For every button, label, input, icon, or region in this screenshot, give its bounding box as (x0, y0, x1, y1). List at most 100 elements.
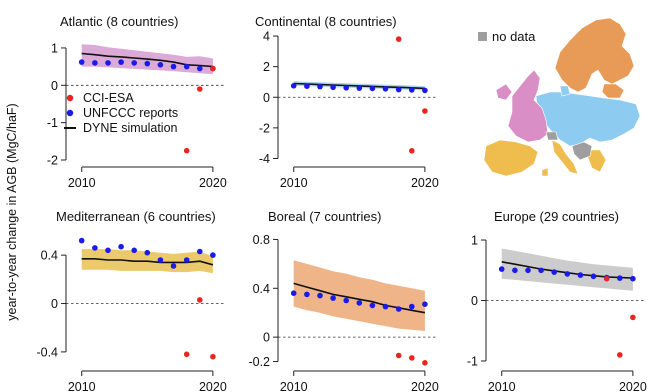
cci-esa-point (630, 314, 636, 321)
x-tick-label: 2010 (68, 176, 96, 190)
unfccc-point (144, 249, 151, 256)
y-tick-label: -1 (47, 116, 58, 130)
y-tick-label: 0.8 (253, 233, 270, 247)
unfccc-point (105, 60, 111, 66)
unfccc-point (395, 86, 402, 93)
map-region-baltics (601, 83, 625, 99)
unfccc-point (170, 263, 177, 269)
panel-title: Mediterranean (6 countries) (56, 209, 216, 224)
unfccc-point (92, 60, 98, 66)
unfccc-point (92, 245, 98, 251)
y-tick-label: -4 (259, 152, 270, 166)
unfccc-point (343, 297, 350, 304)
unfccc-point (498, 266, 505, 272)
y-tick-label: -0.4 (36, 345, 58, 359)
unfccc-point (395, 306, 402, 312)
legend-label: CCI-ESA (83, 91, 134, 105)
legend-marker (66, 94, 74, 102)
unfccc-point (382, 303, 389, 310)
unfccc-point (197, 248, 203, 255)
unfccc-point (330, 295, 336, 301)
legend-label: DYNE simulation (83, 121, 178, 135)
map-region-sardinia (541, 167, 549, 177)
unfccc-point (131, 247, 137, 254)
unfccc-point (170, 63, 177, 70)
unfccc-point (409, 303, 415, 310)
unfccc-point (157, 62, 164, 68)
unfccc-point (210, 252, 216, 258)
cci-esa-point (395, 36, 402, 42)
unfccc-point (183, 257, 190, 263)
unfccc-point (422, 87, 428, 94)
cci-esa-point (183, 351, 190, 358)
y-tick-label: -2 (47, 154, 58, 168)
unfccc-point (369, 302, 376, 309)
unfccc-point (369, 85, 376, 92)
cci-esa-point (409, 148, 415, 154)
cci-esa-point (197, 86, 203, 92)
unfccc-point (577, 272, 584, 278)
cci-esa-point (422, 360, 428, 366)
cci-esa-point (422, 108, 428, 114)
map-region-italy (551, 139, 579, 175)
europe-map: no data (478, 17, 641, 177)
unfccc-point (617, 275, 623, 281)
cci-esa-point (395, 352, 402, 359)
unfccc-point (144, 60, 151, 67)
x-tick-label: 2020 (199, 380, 227, 392)
y-tick-label: 1 (471, 234, 478, 248)
y-tick-label: 0 (471, 294, 478, 308)
unfccc-point (551, 269, 557, 275)
x-tick-label: 2020 (411, 380, 439, 392)
panel-2: Mediterranean (6 countries) 0.4 0 -0.4 2010 2… (36, 209, 226, 392)
unfccc-point (590, 273, 597, 280)
x-tick-label: 2010 (280, 380, 308, 392)
unfccc-point (118, 243, 124, 250)
unfccc-point (630, 275, 636, 282)
unfccc-point (330, 84, 336, 91)
unfccc-point (356, 85, 363, 91)
panel-title: Boreal (7 countries) (268, 209, 381, 224)
map-legend-swatch (478, 32, 487, 41)
cci-esa-point (197, 297, 203, 303)
y-tick-label: -0.2 (248, 355, 270, 369)
unfccc-point (512, 267, 518, 274)
unfccc-point (409, 87, 415, 93)
unfccc-point (183, 63, 190, 70)
legend-marker (66, 109, 74, 117)
unfccc-point (290, 83, 297, 89)
y-tick-label: 4 (263, 30, 270, 44)
x-tick-label: 2020 (199, 176, 227, 190)
unfccc-point (343, 85, 350, 91)
uncertainty-band (501, 248, 633, 291)
unfccc-point (118, 59, 124, 65)
unfccc-point (105, 247, 111, 254)
y-tick-label: 0.4 (41, 249, 58, 263)
unfccc-point (290, 290, 297, 297)
unfccc-point (382, 86, 389, 92)
map-region-atlantic (507, 69, 549, 143)
map-legend-label: no data (492, 29, 536, 44)
map-region-ireland (495, 83, 513, 101)
unfccc-point (78, 59, 85, 65)
uncertainty-band (293, 260, 425, 331)
x-tick-label: 2010 (488, 380, 516, 392)
y-tick-label: 2 (263, 60, 270, 74)
panel-3: Boreal (7 countries) 0.8 0.4 0 -0.2 2010 2020 (248, 209, 438, 392)
y-tick-label: -1 (467, 354, 478, 368)
panel-title: Continental (8 countries) (255, 14, 397, 29)
y-tick-label: 0 (263, 91, 270, 105)
map-region-no-data (571, 141, 593, 161)
dyne-simulation-line (293, 282, 426, 314)
unfccc-point (538, 267, 544, 274)
panel-title: Europe (29 countries) (494, 209, 619, 224)
cci-esa-point (617, 352, 623, 358)
y-tick-label: 0 (263, 331, 270, 345)
dyne-simulation-line (81, 258, 214, 266)
panel-title: Atlantic (8 countries) (60, 14, 179, 29)
y-tick-label: 0.4 (253, 282, 270, 296)
cci-esa-point (603, 275, 610, 282)
x-tick-label: 2010 (68, 380, 96, 392)
